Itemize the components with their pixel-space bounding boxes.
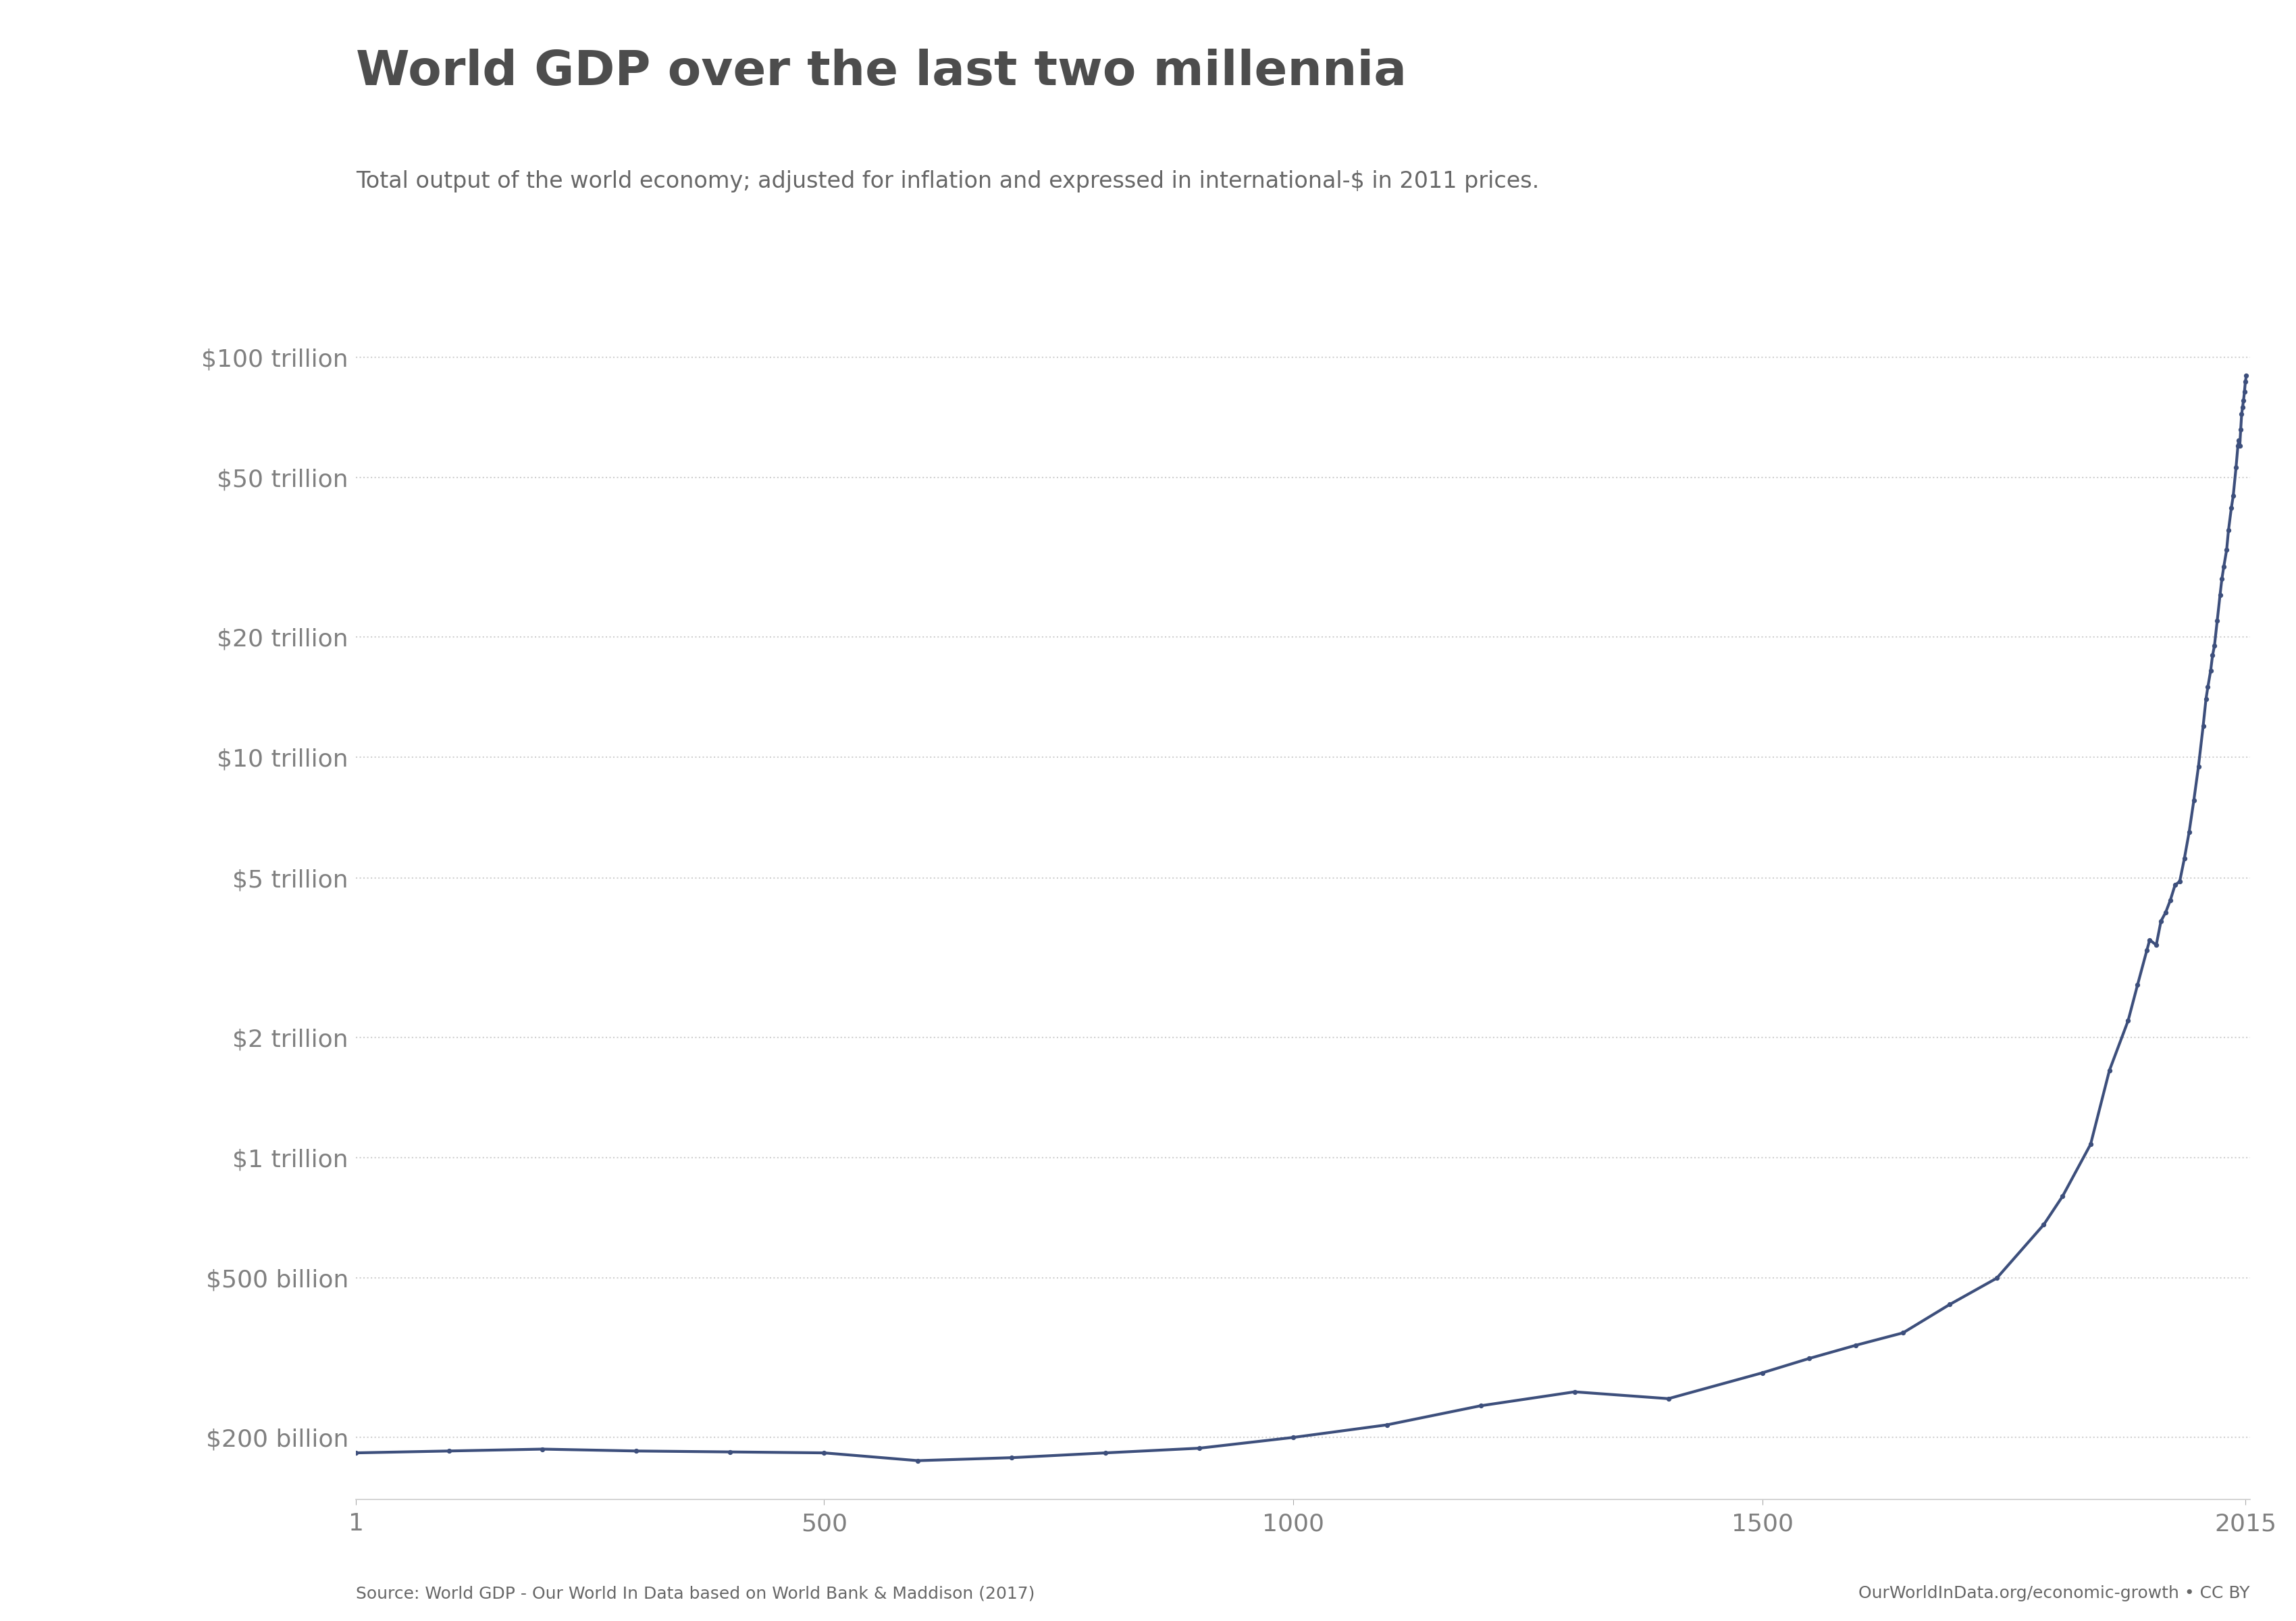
Point bbox=[1463, 1392, 1499, 1418]
Point bbox=[2225, 394, 2262, 420]
Point bbox=[994, 1444, 1031, 1470]
Text: Source: World GDP - Our World In Data based on World Bank & Maddison (2017): Source: World GDP - Our World In Data ba… bbox=[356, 1585, 1035, 1602]
Point bbox=[2092, 1057, 2128, 1083]
Text: in Data: in Data bbox=[2099, 149, 2183, 169]
Point bbox=[2204, 566, 2241, 592]
Point bbox=[2119, 973, 2156, 999]
Point bbox=[2220, 433, 2257, 459]
Point bbox=[2138, 932, 2174, 958]
Point bbox=[2161, 869, 2197, 895]
Point bbox=[1086, 1439, 1123, 1465]
Point bbox=[1837, 1332, 1874, 1358]
Point bbox=[1274, 1425, 1311, 1451]
Point bbox=[2206, 553, 2243, 579]
Point bbox=[2043, 1183, 2080, 1209]
Point bbox=[2165, 845, 2202, 870]
Point bbox=[2073, 1131, 2110, 1157]
Point bbox=[2223, 402, 2259, 428]
Text: OurWorldInData.org/economic-growth • CC BY: OurWorldInData.org/economic-growth • CC … bbox=[1860, 1585, 2250, 1602]
Text: World GDP over the last two millennia: World GDP over the last two millennia bbox=[356, 49, 1407, 96]
Point bbox=[2209, 537, 2245, 562]
Point bbox=[2227, 363, 2264, 389]
Point bbox=[1651, 1386, 1688, 1412]
Point bbox=[523, 1436, 560, 1462]
Point bbox=[2147, 900, 2183, 926]
Point bbox=[1979, 1266, 2016, 1292]
Point bbox=[2195, 632, 2232, 658]
Point bbox=[2195, 642, 2232, 668]
Point bbox=[2220, 428, 2257, 454]
Point bbox=[2216, 483, 2252, 509]
Point bbox=[2190, 674, 2227, 700]
Point bbox=[2151, 887, 2188, 913]
Point bbox=[1885, 1319, 1922, 1345]
Point bbox=[2200, 608, 2236, 634]
Point bbox=[2193, 658, 2229, 684]
Point bbox=[806, 1439, 843, 1465]
Point bbox=[1180, 1435, 1217, 1461]
Text: Total output of the world economy; adjusted for inflation and expressed in inter: Total output of the world economy; adjus… bbox=[356, 170, 1538, 193]
Point bbox=[2202, 582, 2239, 608]
Point bbox=[1791, 1345, 1828, 1371]
Point bbox=[338, 1439, 374, 1465]
Point bbox=[2181, 754, 2218, 780]
Point bbox=[900, 1448, 937, 1473]
Point bbox=[2186, 713, 2223, 739]
Point bbox=[2188, 686, 2225, 712]
Point bbox=[2110, 1008, 2147, 1034]
Point bbox=[618, 1438, 654, 1464]
Point bbox=[2128, 937, 2165, 963]
Point bbox=[1745, 1360, 1782, 1386]
Point bbox=[2223, 433, 2259, 459]
Point bbox=[2174, 788, 2211, 814]
Point bbox=[2225, 387, 2262, 413]
Point bbox=[2170, 819, 2206, 845]
Point bbox=[1557, 1379, 1593, 1405]
Point bbox=[2227, 379, 2264, 405]
Point bbox=[2142, 908, 2179, 934]
Point bbox=[2211, 517, 2248, 543]
Point bbox=[2213, 494, 2250, 520]
Point bbox=[1368, 1412, 1405, 1438]
Point bbox=[2218, 454, 2255, 480]
Point bbox=[2223, 417, 2259, 443]
Point bbox=[2156, 872, 2193, 898]
Point bbox=[2131, 927, 2167, 953]
Point bbox=[712, 1439, 748, 1465]
Point bbox=[2227, 368, 2264, 394]
Point bbox=[2025, 1213, 2062, 1238]
Text: Our World: Our World bbox=[2082, 92, 2200, 112]
Point bbox=[429, 1438, 466, 1464]
Point bbox=[1931, 1292, 1968, 1318]
